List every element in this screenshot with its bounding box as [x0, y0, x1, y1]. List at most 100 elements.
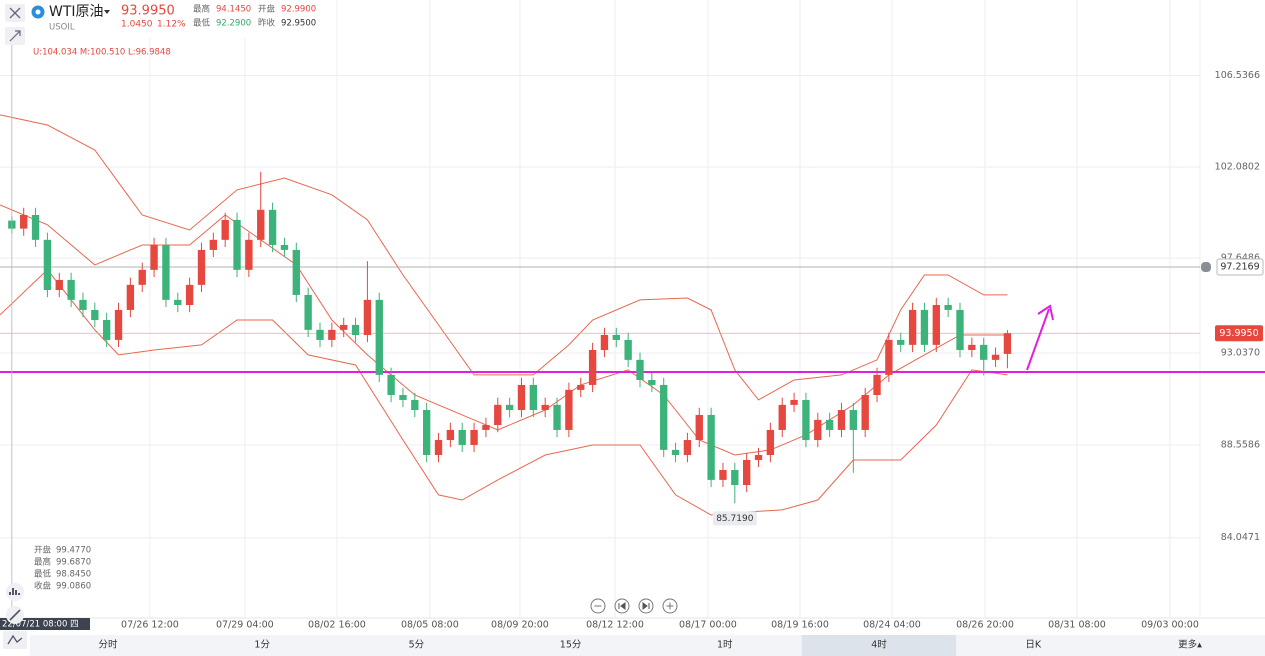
candle-body: [245, 239, 253, 270]
candle-body: [79, 299, 87, 310]
candle-body: [837, 410, 846, 430]
candle-body: [719, 470, 727, 480]
nav-tab[interactable]: 日K: [1025, 640, 1042, 651]
nav-tab[interactable]: 分时: [98, 639, 118, 651]
candle-body: [102, 319, 111, 340]
dropdown-caret[interactable]: [104, 10, 110, 14]
tool-icon: [9, 588, 20, 595]
header: WTI原油 USOIL 93.9950 1.0450 1.12% 最高 94.14…: [0, 0, 330, 58]
price-change: 1.0450: [121, 20, 153, 30]
candle-body: [482, 425, 490, 430]
alert-label: 97.2169: [1220, 262, 1259, 273]
candle-body: [55, 279, 63, 290]
x-tick-label: 08/09 20:00: [491, 620, 549, 631]
more-tab[interactable]: 更多▴: [1178, 639, 1202, 651]
band-upper: [0, 114, 1008, 401]
candle-body: [233, 219, 241, 270]
header-bg: [0, 0, 330, 38]
candle-body: [588, 350, 597, 385]
arrow-shaft: [1026, 308, 1050, 371]
x-tick-label: 09/03 00:00: [1141, 620, 1199, 631]
nav-tab[interactable]: 5分: [409, 640, 425, 651]
ohlc-value: 99.4770: [56, 546, 91, 556]
stat-value: 92.9900: [281, 5, 316, 15]
candle-body: [742, 459, 751, 486]
candle-body: [553, 404, 561, 430]
candle-body: [648, 380, 656, 385]
candle-body: [197, 249, 206, 285]
symbol-icon-dot: [35, 9, 41, 15]
alert-bell[interactable]: [1201, 262, 1211, 273]
candle-body: [873, 374, 881, 396]
candles: [8, 171, 1012, 504]
candle-body: [968, 344, 976, 351]
candle-body: [20, 214, 28, 229]
candle-body: [790, 399, 798, 405]
x-tick-label: 08/26 20:00: [956, 620, 1014, 631]
candle-body: [434, 440, 443, 456]
nav-tab-selected: [801, 635, 957, 656]
candle-body: [150, 244, 158, 270]
low-label-bg: [712, 511, 757, 526]
candle-body: [31, 214, 40, 240]
candle-body: [932, 304, 940, 345]
candle-body: [340, 324, 348, 330]
y-tick-label: 102.0802: [1215, 162, 1260, 173]
candle-body: [778, 404, 786, 430]
candle-body: [221, 219, 229, 240]
x-tick-label: 08/31 08:00: [1048, 620, 1106, 631]
x-tick-label: 08/19 16:00: [771, 620, 829, 631]
x-tick-label: 08/17 00:00: [679, 620, 737, 631]
scroll-end-icon: [642, 602, 650, 610]
y-tick-label: 93.0370: [1221, 347, 1260, 358]
arrow-head: [1037, 304, 1054, 321]
candle-body: [138, 269, 146, 285]
zoom-in-icon: [666, 602, 674, 610]
ohlc-label: 收盘: [34, 581, 52, 592]
nav-tab[interactable]: 1时: [717, 639, 733, 651]
candle-body: [351, 324, 360, 335]
symbol-name[interactable]: WTI原油: [49, 4, 104, 20]
crosshair-label-bg: [0, 618, 90, 630]
grid: 106.5366 102.0802 97.6486 93.0370 88.5586 84.…: [0, 0, 1265, 631]
candle-body: [494, 404, 502, 426]
arrow-annotation: [1026, 304, 1054, 371]
candle-body: [671, 449, 680, 456]
stat-label: 最高: [193, 4, 210, 15]
candle-body: [920, 309, 929, 345]
ohlc-label: 开盘: [34, 545, 52, 556]
candle-body: [268, 209, 277, 245]
candle-body: [529, 384, 538, 411]
candle-body: [91, 309, 99, 320]
ohlc-value: 99.6870: [56, 558, 91, 568]
stat-value: 92.9500: [281, 19, 316, 29]
candle-body: [328, 329, 336, 340]
scroll-start-icon: [618, 602, 626, 610]
candle-body: [577, 384, 585, 390]
ohlc-label: 最低: [34, 569, 52, 580]
candle-body: [316, 329, 324, 340]
candle-body: [470, 429, 478, 445]
price-change-pct: 1.12%: [157, 20, 186, 30]
candle-body: [67, 279, 75, 300]
stat-label: 最低: [193, 18, 211, 29]
candle-body: [600, 334, 609, 351]
nav-tab[interactable]: 1分: [254, 640, 270, 651]
candle-body: [1003, 333, 1012, 354]
candle-body: [897, 339, 905, 345]
nav-tab[interactable]: 4时: [871, 639, 887, 651]
candle-body: [126, 284, 135, 310]
candle-body: [825, 419, 834, 430]
low-label: 85.7190: [716, 514, 753, 524]
candle-body: [814, 419, 822, 441]
candle-body: [849, 410, 858, 430]
ohlc-value: 98.8450: [56, 570, 91, 580]
candle-body: [754, 455, 763, 460]
x-tick-label: 07/29 04:00: [216, 620, 274, 631]
candle-body: [980, 344, 988, 360]
symbol-code: USOIL: [49, 23, 75, 33]
nav-tab[interactable]: 15分: [560, 640, 582, 651]
candle-body: [458, 429, 466, 445]
stats: 最高 94.1450 开盘 92.9900 最低 92.2900 昨收 92.9500: [193, 4, 316, 29]
